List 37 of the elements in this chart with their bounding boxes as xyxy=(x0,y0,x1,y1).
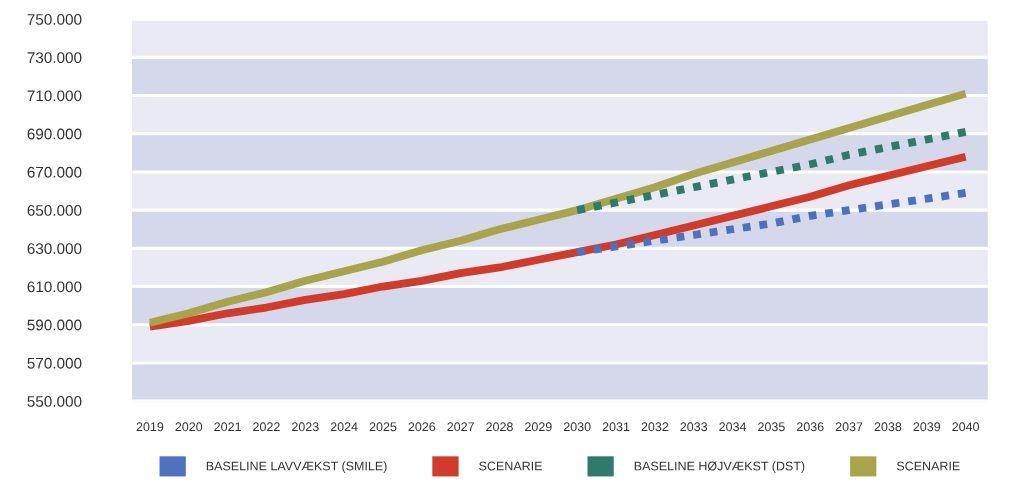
y-tick-label: 750.000 xyxy=(27,14,82,25)
x-tick-label: 2029 xyxy=(525,422,552,432)
y-tick-label: 650.000 xyxy=(27,205,82,216)
x-tick-label: 2034 xyxy=(719,422,747,432)
y-tick-label: 610.000 xyxy=(27,281,82,293)
x-tick-label: 2021 xyxy=(214,422,241,432)
x-tick-label: 2032 xyxy=(641,422,669,432)
x-tick-label: 2022 xyxy=(253,422,280,432)
legend-label: SCENARIE xyxy=(479,461,542,471)
x-tick-label: 2023 xyxy=(292,422,319,432)
legend-label: SCENARIE xyxy=(896,461,960,471)
y-tick-label: 670.000 xyxy=(27,166,82,178)
y-tick-label: 710.000 xyxy=(27,90,82,102)
x-tick-label: 2027 xyxy=(447,422,474,432)
x-tick-label: 2039 xyxy=(913,422,941,432)
y-tick-label: 570.000 xyxy=(27,357,82,369)
legend-label: BASELINE LAVVÆKST (SMILE) xyxy=(206,461,387,473)
x-tick-label: 2025 xyxy=(369,422,397,432)
x-tick-label: 2035 xyxy=(758,422,785,432)
y-tick-label: 590.000 xyxy=(27,319,82,331)
x-tick-label: 2019 xyxy=(136,422,164,432)
x-tick-label: 2030 xyxy=(563,422,591,432)
x-tick-label: 2040 xyxy=(952,422,980,432)
x-tick-label: 2036 xyxy=(796,422,824,432)
legend-label: BASELINE HØJVÆKST (DST) xyxy=(634,461,805,473)
x-tick-label: 2031 xyxy=(602,422,630,432)
x-tick-label: 2026 xyxy=(408,422,436,432)
x-tick-label: 2038 xyxy=(874,422,902,432)
y-tick-label: 550.000 xyxy=(27,396,82,407)
x-tick-label: 2020 xyxy=(175,422,203,432)
y-tick-label: 630.000 xyxy=(27,243,82,255)
x-tick-label: 2028 xyxy=(486,422,513,432)
y-tick-label: 730.000 xyxy=(27,52,82,64)
x-tick-label: 2033 xyxy=(680,422,708,432)
x-tick-label: 2037 xyxy=(835,422,863,432)
y-tick-label: 690.000 xyxy=(27,128,82,140)
x-tick-label: 2024 xyxy=(330,422,358,432)
